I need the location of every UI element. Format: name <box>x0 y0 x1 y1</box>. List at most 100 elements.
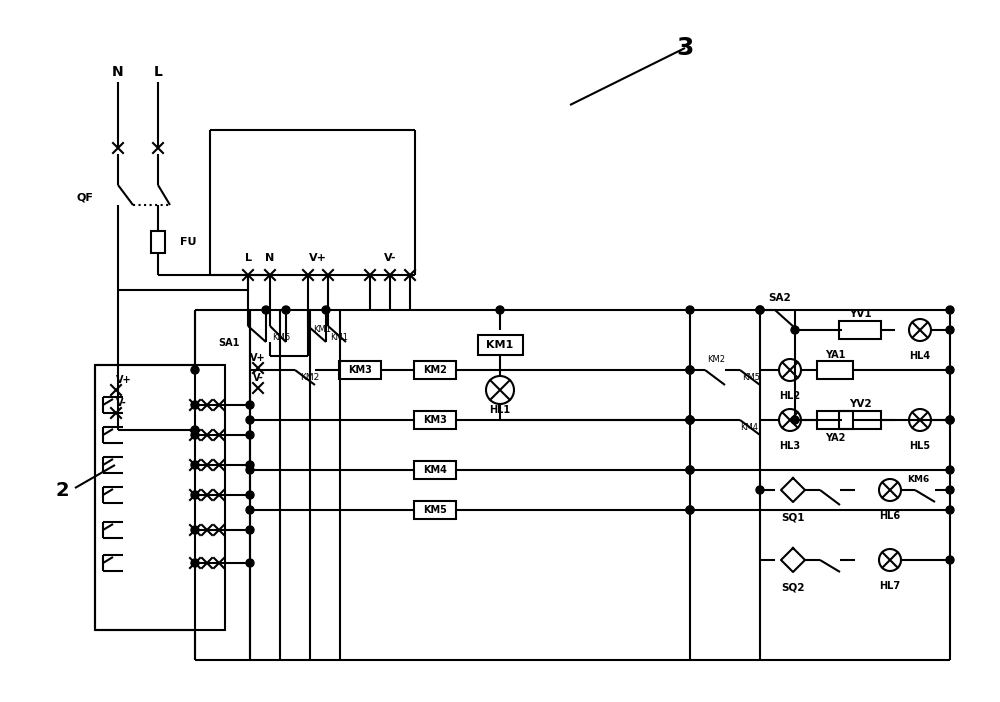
Text: KM2: KM2 <box>707 355 725 364</box>
Text: YA2: YA2 <box>825 433 845 443</box>
Text: HL7: HL7 <box>879 581 901 591</box>
Circle shape <box>946 486 954 494</box>
Text: KM4: KM4 <box>423 465 447 475</box>
Text: YA1: YA1 <box>825 350 845 360</box>
Circle shape <box>191 461 199 469</box>
Text: KM1: KM1 <box>486 340 514 350</box>
Text: YV1: YV1 <box>849 309 871 319</box>
Circle shape <box>686 466 694 474</box>
Text: 2: 2 <box>55 480 69 500</box>
Circle shape <box>191 401 199 409</box>
Circle shape <box>191 431 199 439</box>
Bar <box>817 411 853 429</box>
Text: HL6: HL6 <box>879 511 901 521</box>
Circle shape <box>686 416 694 424</box>
Circle shape <box>946 326 954 334</box>
Bar <box>414 411 456 429</box>
Circle shape <box>686 506 694 514</box>
Circle shape <box>756 486 764 494</box>
Circle shape <box>246 461 254 469</box>
Circle shape <box>946 306 954 314</box>
Text: V-: V- <box>253 373 263 383</box>
Text: V+: V+ <box>116 375 132 385</box>
Text: V+: V+ <box>250 353 266 363</box>
Circle shape <box>686 416 694 424</box>
Bar <box>414 501 456 519</box>
Text: N: N <box>265 253 275 263</box>
Circle shape <box>191 526 199 534</box>
Circle shape <box>246 559 254 567</box>
Circle shape <box>686 466 694 474</box>
Circle shape <box>946 466 954 474</box>
Text: FU: FU <box>180 237 196 247</box>
Bar <box>839 321 881 339</box>
Circle shape <box>246 416 254 424</box>
Circle shape <box>756 306 764 314</box>
Circle shape <box>191 426 199 434</box>
Circle shape <box>282 306 290 314</box>
Text: L: L <box>154 65 162 79</box>
Bar <box>95 365 225 630</box>
Text: N: N <box>112 65 124 79</box>
Text: QF: QF <box>77 193 93 203</box>
Circle shape <box>191 366 199 374</box>
Text: SA2: SA2 <box>769 293 791 303</box>
Text: KM1: KM1 <box>330 333 348 343</box>
Circle shape <box>686 366 694 374</box>
Text: V-: V- <box>116 398 127 408</box>
Circle shape <box>791 416 799 424</box>
Circle shape <box>946 416 954 424</box>
Circle shape <box>191 559 199 567</box>
Circle shape <box>246 431 254 439</box>
Text: HL4: HL4 <box>909 351 931 361</box>
Text: HL1: HL1 <box>489 405 511 415</box>
Text: SA1: SA1 <box>219 338 240 348</box>
Circle shape <box>246 401 254 409</box>
Circle shape <box>946 416 954 424</box>
Bar <box>414 361 456 379</box>
Circle shape <box>262 306 270 314</box>
Text: V+: V+ <box>309 253 327 263</box>
Text: KM3: KM3 <box>423 415 447 425</box>
Bar <box>151 231 165 253</box>
Circle shape <box>946 506 954 514</box>
Circle shape <box>322 306 330 314</box>
Circle shape <box>791 326 799 334</box>
Text: L: L <box>244 253 252 263</box>
Text: KM1: KM1 <box>313 326 331 334</box>
Text: V-: V- <box>384 253 396 263</box>
Circle shape <box>246 491 254 499</box>
Text: HL2: HL2 <box>779 391 801 401</box>
Circle shape <box>246 526 254 534</box>
Text: KM6: KM6 <box>907 475 929 484</box>
Bar <box>839 411 881 429</box>
Text: KM6: KM6 <box>272 333 290 342</box>
Bar <box>339 361 381 379</box>
Text: KM2: KM2 <box>300 373 319 383</box>
Circle shape <box>246 466 254 474</box>
Circle shape <box>686 366 694 374</box>
Bar <box>817 361 853 379</box>
Text: HL5: HL5 <box>909 441 931 451</box>
Bar <box>414 461 456 479</box>
Text: KM2: KM2 <box>423 365 447 375</box>
Circle shape <box>686 306 694 314</box>
Circle shape <box>496 306 504 314</box>
Text: SQ2: SQ2 <box>781 583 805 593</box>
Text: KM5: KM5 <box>742 373 760 383</box>
Text: KM5: KM5 <box>423 505 447 515</box>
Text: KM4: KM4 <box>740 423 758 432</box>
Text: HL3: HL3 <box>779 441 801 451</box>
Text: YV2: YV2 <box>849 399 871 409</box>
Circle shape <box>756 306 764 314</box>
Circle shape <box>191 491 199 499</box>
Circle shape <box>246 506 254 514</box>
Text: 3: 3 <box>676 36 694 60</box>
Circle shape <box>946 556 954 564</box>
Text: KM3: KM3 <box>348 365 372 375</box>
Circle shape <box>686 416 694 424</box>
Bar <box>478 335 522 355</box>
Text: SQ1: SQ1 <box>781 513 805 523</box>
Circle shape <box>946 366 954 374</box>
Circle shape <box>686 506 694 514</box>
